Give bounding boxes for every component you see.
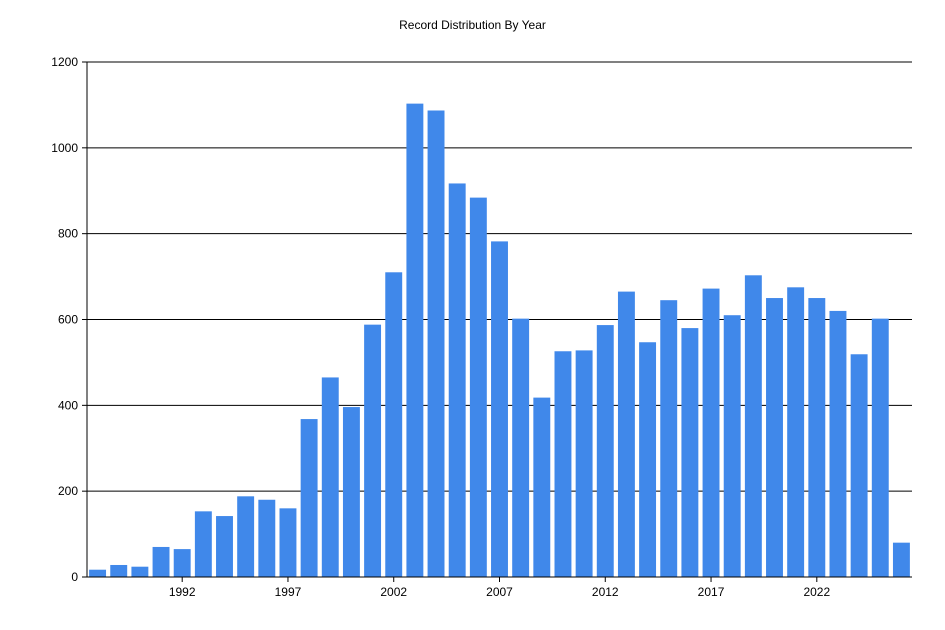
bar-2020 (766, 298, 783, 577)
bar-2019 (744, 275, 762, 577)
bar-2006 (469, 197, 487, 577)
bar-1998 (300, 419, 318, 577)
bar-1997 (279, 508, 297, 577)
x-tick-label: 1997 (275, 585, 302, 599)
bar-2022 (808, 298, 826, 577)
bar-2025 (871, 318, 889, 577)
bar-2014 (639, 342, 657, 577)
y-tick-label: 800 (58, 227, 78, 241)
y-tick-label: 200 (58, 484, 78, 498)
bar-2016 (681, 328, 699, 577)
bar-2013 (617, 291, 635, 577)
bar-1991 (152, 546, 170, 577)
y-tick-label: 400 (58, 398, 78, 412)
bar-2023 (829, 310, 847, 577)
chart-title: Record Distribution By Year (399, 18, 546, 32)
bar-2003 (406, 103, 424, 578)
bar-1996 (258, 499, 276, 577)
x-tick-label: 2007 (486, 585, 513, 599)
bar-1992 (173, 549, 191, 577)
x-tick-label: 2017 (698, 585, 725, 599)
bars (89, 103, 910, 578)
bar-2021 (787, 287, 805, 577)
bar-1990 (131, 566, 149, 577)
bar-2011 (575, 350, 593, 577)
bar-1989 (110, 564, 128, 577)
y-tick-label: 600 (58, 313, 78, 327)
bar-2018 (723, 315, 741, 577)
bar-1995 (237, 496, 255, 577)
y-tick-label: 1000 (51, 141, 78, 155)
bar-2010 (554, 351, 572, 577)
bar-2002 (385, 272, 403, 577)
y-axis-ticks: 0 200 400 600 800 1000 1200 (51, 55, 87, 584)
bar-1994 (216, 516, 233, 577)
x-tick-label: 2002 (380, 585, 407, 599)
bar-2001 (364, 324, 382, 577)
bar-2004 (427, 110, 445, 577)
y-tick-label: 0 (71, 570, 78, 584)
y-tick-label: 1200 (51, 55, 78, 69)
x-axis-ticks: 1992 1997 2002 2007 2012 2017 2022 (169, 577, 830, 599)
bar-2026 (892, 542, 910, 577)
bar-1993 (194, 511, 212, 577)
x-tick-label: 2012 (592, 585, 619, 599)
x-tick-label: 1992 (169, 585, 196, 599)
bar-2024 (850, 354, 868, 577)
x-tick-label: 2022 (803, 585, 830, 599)
bar-2005 (448, 183, 466, 577)
bar-2012 (596, 325, 614, 577)
bar-2008 (512, 318, 530, 577)
bar-2007 (491, 241, 508, 577)
bar-2009 (533, 397, 551, 577)
bar-1999 (321, 377, 339, 577)
bar-2000 (342, 407, 360, 577)
bar-2015 (660, 300, 678, 577)
bar-1988 (89, 569, 107, 577)
bar-2017 (702, 288, 720, 577)
